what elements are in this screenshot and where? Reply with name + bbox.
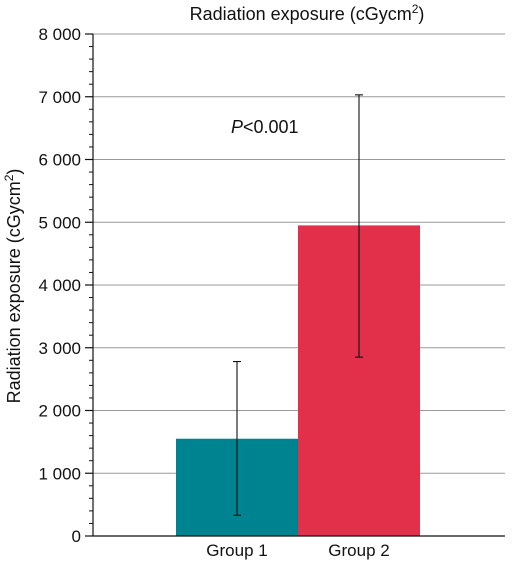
minor-ticks (89, 46, 93, 524)
y-tick-label: 4 000 (38, 276, 81, 295)
chart-title: Radiation exposure (cGycm2) (190, 2, 425, 24)
y-tick-label: 8 000 (38, 25, 81, 44)
y-tick-label: 3 000 (38, 339, 81, 358)
y-axis-label: Radiation exposure (cGycm2) (2, 169, 24, 404)
bars (176, 225, 420, 536)
x-axis-ticks: Group 1 Group 2 (206, 541, 389, 560)
p-value-annotation: P<0.001 (231, 117, 299, 137)
error-bars (233, 94, 363, 516)
y-tick-label: 5 000 (38, 213, 81, 232)
y-axis-ticks: 0 1 000 2 000 3 000 4 000 5 000 6 000 7 000 8 00… (38, 25, 93, 546)
y-tick-label: 6 000 (38, 151, 81, 170)
y-tick-label: 2 000 (38, 402, 81, 421)
x-tick-label: Group 1 (206, 541, 267, 560)
y-tick-label: 1 000 (38, 464, 81, 483)
x-tick-label: Group 2 (328, 541, 389, 560)
y-tick-label: 0 (72, 527, 81, 546)
y-tick-label: 7 000 (38, 88, 81, 107)
